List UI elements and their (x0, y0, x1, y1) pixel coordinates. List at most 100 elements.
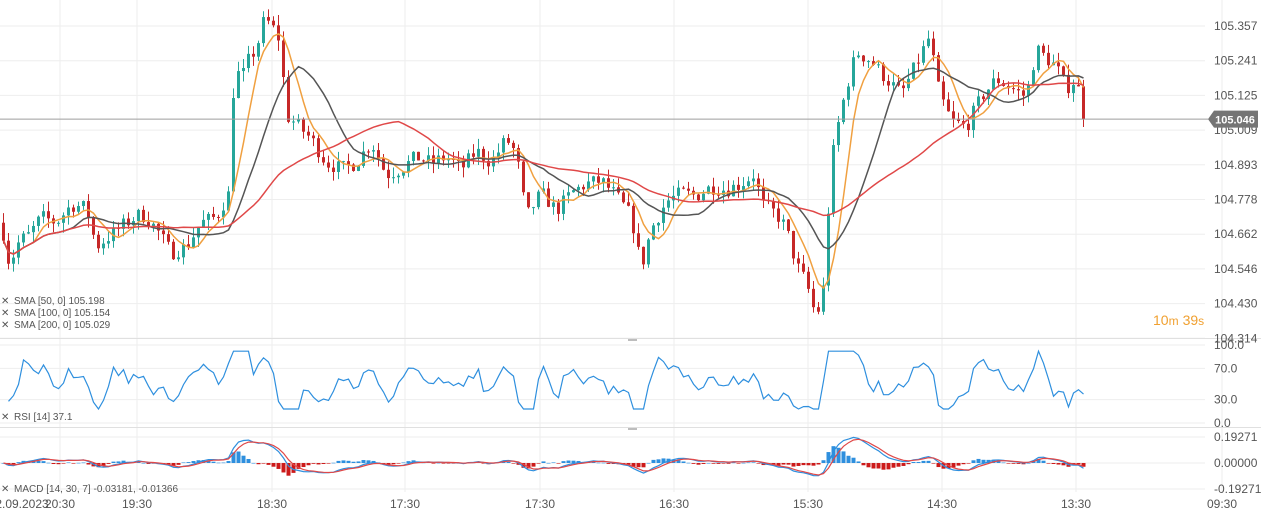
candle (927, 30, 930, 49)
price-tick-label: 105.357 (1214, 19, 1258, 33)
macd-hist-bar (636, 463, 641, 468)
candle (917, 53, 920, 73)
candle (387, 161, 390, 189)
macd-hist-bar (826, 452, 831, 463)
macd-hist-bar (741, 462, 746, 464)
candle (302, 117, 305, 139)
candle (237, 61, 240, 99)
sma-legend-row[interactable]: ✕ SMA [200, 0] 105.029 (1, 320, 111, 331)
macd-hist-bar (571, 460, 576, 463)
macd-hist-bar (366, 460, 371, 463)
candle (62, 212, 65, 233)
macd-hist-bar (301, 463, 306, 468)
macd-hist-bar (1046, 463, 1051, 464)
sma-value: 105.198 (68, 296, 105, 307)
candle (877, 61, 880, 69)
macd-hist-bar (106, 463, 111, 464)
macd-hist-bar (656, 459, 661, 463)
candle (547, 181, 550, 208)
sma-legend-label: SMA [100, 0] 105.154 (14, 308, 111, 319)
macd-hist-bar (286, 463, 291, 476)
candle (282, 31, 285, 87)
timer-minutes: 10 (1153, 312, 1169, 328)
sma-legend-row[interactable]: ✕ SMA [50, 0] 105.198 (1, 296, 105, 307)
candle (637, 223, 640, 250)
panel-resize-handle[interactable] (628, 428, 637, 430)
macd-hist-bar (611, 463, 616, 464)
macd-hist-bar (796, 463, 801, 466)
macd-legend[interactable]: ✕ MACD [14, 30, 7] -0.03181, -0.01366 (1, 484, 178, 495)
candle (842, 98, 845, 125)
macd-hist-bar (536, 463, 541, 464)
candle (227, 186, 230, 211)
candle (317, 135, 320, 163)
sma-legend-label: SMA [200, 0] 105.029 (14, 320, 111, 331)
macd-hist-bar (981, 459, 986, 463)
close-icon[interactable]: ✕ (1, 484, 9, 495)
candle (397, 173, 400, 184)
close-icon[interactable]: ✕ (1, 412, 9, 423)
macd-hist-bar (661, 458, 666, 463)
close-icon[interactable]: ✕ (1, 308, 9, 319)
macd-hist-bar (721, 463, 726, 464)
macd-hist-bar (256, 463, 261, 465)
candle (767, 192, 770, 205)
time-tick-label: 09:30 (1207, 497, 1237, 511)
macd-hist-bar (551, 462, 556, 464)
macd-hist-bar (786, 463, 791, 465)
price-tick-label: 105.125 (1214, 88, 1258, 102)
macd-hist-bar (76, 462, 81, 464)
price-tick-label: 104.314 (1214, 331, 1258, 345)
macd-hist-bar (56, 463, 61, 465)
price-axis[interactable]: 105.357105.241105.125105.009104.893104.7… (1214, 19, 1258, 345)
macd-panel (1, 436, 1086, 477)
time-tick-label: 14:30 (927, 497, 957, 511)
macd-hist-bar (211, 461, 216, 463)
macd-hist-bar (596, 462, 601, 464)
rsi-params: [14] (33, 412, 50, 423)
sma-lines (2, 33, 1085, 290)
macd-hist-bar (511, 463, 516, 464)
macd-hist-bar (1036, 459, 1041, 463)
candle (107, 231, 110, 249)
macd-hist-bar (316, 463, 321, 465)
candle (332, 159, 335, 181)
macd-hist-bar (251, 462, 256, 464)
candle (627, 192, 630, 207)
macd-hist-bar (216, 462, 221, 464)
price-tag-label: 105.046 (1215, 115, 1255, 127)
candle (392, 167, 395, 184)
macd-hist-bar (266, 463, 271, 465)
macd-hist-bar (886, 463, 891, 470)
macd-hist-bar (936, 463, 941, 468)
candle (127, 212, 130, 229)
panel-resize-handle[interactable] (628, 339, 637, 341)
macd-hist-bar (576, 460, 581, 463)
candle (1042, 43, 1045, 56)
candle (1037, 44, 1040, 73)
sma-legend-row[interactable]: ✕ SMA [100, 0] 105.154 (1, 308, 111, 319)
close-icon[interactable]: ✕ (1, 320, 9, 331)
candle (32, 221, 35, 242)
candle (17, 235, 20, 265)
macd-hist-bar (791, 463, 796, 467)
candle (657, 221, 660, 232)
candle (2, 213, 5, 244)
macd-hist-bar (916, 461, 921, 463)
macd-hist-bar (681, 461, 686, 463)
macd-hist-bar (801, 463, 806, 466)
candle (552, 196, 555, 215)
candle (577, 184, 580, 197)
macd-hist-bar (1001, 462, 1006, 464)
close-icon[interactable]: ✕ (1, 296, 9, 307)
candle (1032, 67, 1035, 86)
candle (612, 179, 615, 196)
rsi-legend[interactable]: ✕ RSI [14] 37.1 (1, 412, 73, 423)
candle (922, 40, 925, 66)
candle (327, 155, 330, 173)
macd-hist-bar (841, 451, 846, 463)
time-tick-label: 16:30 (659, 497, 689, 511)
candle (887, 74, 890, 92)
